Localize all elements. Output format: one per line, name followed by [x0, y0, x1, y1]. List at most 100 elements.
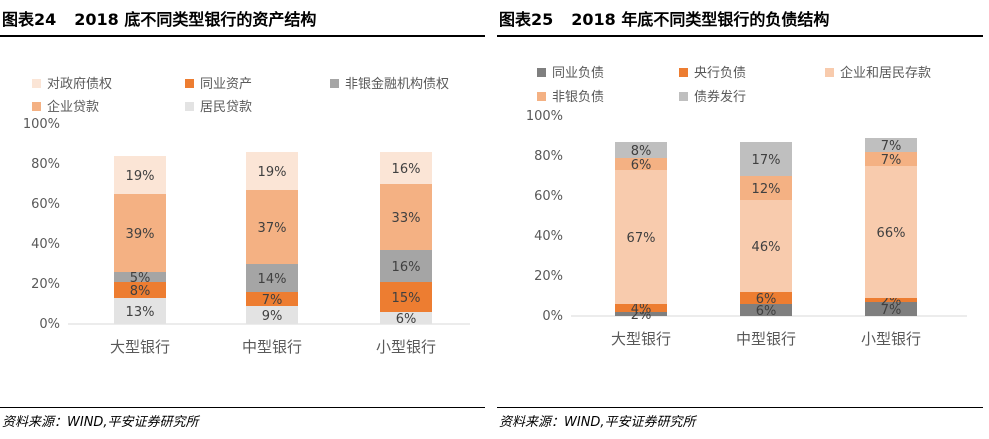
legend-label: 居民贷款 — [200, 100, 252, 115]
source-divider — [497, 407, 983, 408]
bar-segment — [380, 312, 432, 324]
bar-segment — [114, 194, 166, 272]
x-tick-label: 中型银行 — [242, 338, 302, 356]
bar-segment — [380, 184, 432, 250]
legend-label: 债券发行 — [694, 89, 746, 105]
bar-segment — [380, 250, 432, 282]
bar-segment — [246, 152, 298, 190]
legend-swatch — [185, 102, 194, 111]
bar-segment — [740, 200, 792, 292]
data-label: 16% — [392, 162, 421, 177]
data-label: 19% — [258, 165, 287, 180]
legend-label: 同业资产 — [200, 77, 252, 92]
bar-segment — [740, 304, 792, 316]
y-tick-label: 80% — [31, 157, 60, 172]
bar-segment — [615, 304, 667, 312]
legend-label: 同业负债 — [552, 66, 604, 81]
data-label: 33% — [392, 211, 421, 226]
y-tick-label: 40% — [534, 229, 563, 244]
data-label: 15% — [392, 291, 421, 306]
y-tick-label: 60% — [31, 197, 60, 212]
bar-segment — [865, 302, 917, 316]
data-label: 67% — [627, 231, 656, 246]
x-tick-label: 小型银行 — [376, 338, 436, 356]
y-tick-label: 80% — [534, 149, 563, 164]
liability-structure-figure: 图表25 2018 年底不同类型银行的负债结构 同业负债 央行负债 企业和居民存款非银… — [497, 0, 989, 439]
bar-segment — [114, 156, 166, 194]
figure-title: 图表24 2018 底不同类型银行的资产结构 — [2, 6, 316, 30]
data-label: 37% — [258, 221, 287, 236]
data-label: 13% — [126, 305, 155, 320]
chart-title: 2018 底不同类型银行的资产结构 — [74, 10, 317, 29]
data-label: 14% — [258, 272, 287, 287]
legend-swatch — [679, 92, 688, 101]
bar-segment — [865, 166, 917, 298]
data-label: 6% — [756, 304, 777, 319]
bar-segment — [615, 158, 667, 170]
data-label: 39% — [126, 227, 155, 242]
data-label: 17% — [752, 153, 781, 168]
data-label: 9% — [262, 309, 283, 324]
bar-segment — [380, 282, 432, 312]
figure-title: 图表25 2018 年底不同类型银行的负债结构 — [499, 6, 829, 30]
title-divider — [497, 35, 983, 37]
bar-segment — [380, 152, 432, 184]
y-tick-label: 20% — [31, 277, 60, 292]
y-tick-label: 0% — [542, 309, 563, 324]
y-tick-label: 100% — [23, 117, 60, 132]
x-tick-label: 小型银行 — [861, 330, 921, 348]
chart-title: 2018 年底不同类型银行的负债结构 — [571, 10, 830, 29]
y-tick-label: 40% — [31, 237, 60, 252]
bar-segment — [865, 298, 917, 302]
bar-segment — [246, 190, 298, 264]
data-label: 8% — [130, 284, 151, 299]
data-label: 6% — [756, 292, 777, 307]
data-label: 8% — [631, 144, 652, 159]
data-label: 6% — [396, 312, 417, 327]
bar-segment — [865, 138, 917, 152]
y-tick-label: 60% — [534, 189, 563, 204]
data-label: 16% — [392, 260, 421, 275]
bar-segment — [246, 306, 298, 324]
data-label: 46% — [752, 240, 781, 255]
legend-label: 非银金融机构债权 — [345, 76, 449, 92]
legend-label: 非银负债 — [552, 90, 604, 105]
bar-segment — [615, 312, 667, 316]
bar-segment — [740, 142, 792, 176]
figure-number: 图表24 — [2, 10, 57, 29]
data-label: 6% — [631, 158, 652, 173]
data-label: 7% — [881, 303, 902, 318]
x-tick-label: 大型银行 — [110, 338, 170, 356]
legend-swatch — [32, 79, 41, 88]
bar-segment — [114, 272, 166, 282]
legend-label: 企业贷款 — [47, 99, 99, 115]
legend-swatch — [32, 102, 41, 111]
bar-segment — [114, 282, 166, 298]
bar-segment — [114, 298, 166, 324]
data-label: 12% — [752, 182, 781, 197]
data-label: 7% — [262, 293, 283, 308]
legend-swatch — [537, 68, 546, 77]
data-label: 4% — [631, 302, 652, 317]
figure-number: 图表25 — [499, 10, 554, 29]
title-divider — [0, 35, 485, 37]
legend-swatch — [537, 92, 546, 101]
bar-segment — [246, 264, 298, 292]
legend-swatch — [825, 68, 834, 77]
legend-label: 央行负债 — [694, 66, 746, 81]
bar-segment — [615, 142, 667, 158]
data-label: 5% — [130, 271, 151, 286]
legend-swatch — [330, 79, 339, 88]
y-tick-label: 100% — [526, 109, 563, 124]
data-label: 19% — [126, 169, 155, 184]
bar-segment — [740, 292, 792, 304]
source-note: 资料来源：WIND,平安证券研究所 — [499, 415, 696, 430]
legend-label: 企业和居民存款 — [840, 65, 931, 81]
bar-segment — [865, 152, 917, 166]
legend-label: 对政府债权 — [47, 76, 112, 92]
asset-structure-figure: 图表24 2018 底不同类型银行的资产结构 对政府债权 同业资产 非银金融机构债权企… — [0, 0, 485, 439]
data-label: 7% — [881, 153, 902, 168]
source-divider — [0, 407, 485, 408]
